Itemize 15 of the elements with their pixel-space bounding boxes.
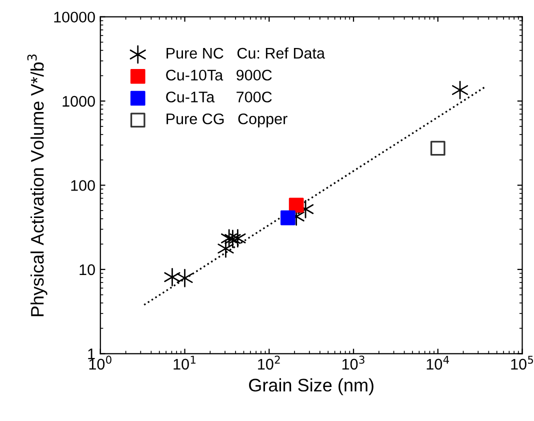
- legend-label: Pure CG Copper: [166, 113, 288, 128]
- legend-label: Cu-10Ta 900C: [166, 70, 272, 81]
- y-axis-title: Physical Activation Volume V*/b$^{3}$: [27, 54, 48, 316]
- legend-label: Cu-1Ta 700C: [166, 92, 272, 102]
- x-axis-title: Grain Size (nm): [249, 378, 374, 396]
- legend-label: Pure NC Cu: Ref Data: [166, 47, 325, 59]
- x-tick-label: 10$^{2}$: [258, 356, 280, 370]
- x-tick-label: 10$^{1}$: [174, 356, 196, 370]
- y-tick-label: 10: [80, 264, 95, 276]
- x-tick-label: 10$^{5}$: [511, 356, 534, 370]
- x-tick-label: 10$^{3}$: [342, 356, 364, 370]
- y-tick-label: 10000: [54, 12, 95, 23]
- y-tick-label: 1000: [62, 96, 95, 107]
- y-tick-label: 100: [71, 180, 95, 191]
- x-tick-label: 10$^{4}$: [426, 356, 449, 370]
